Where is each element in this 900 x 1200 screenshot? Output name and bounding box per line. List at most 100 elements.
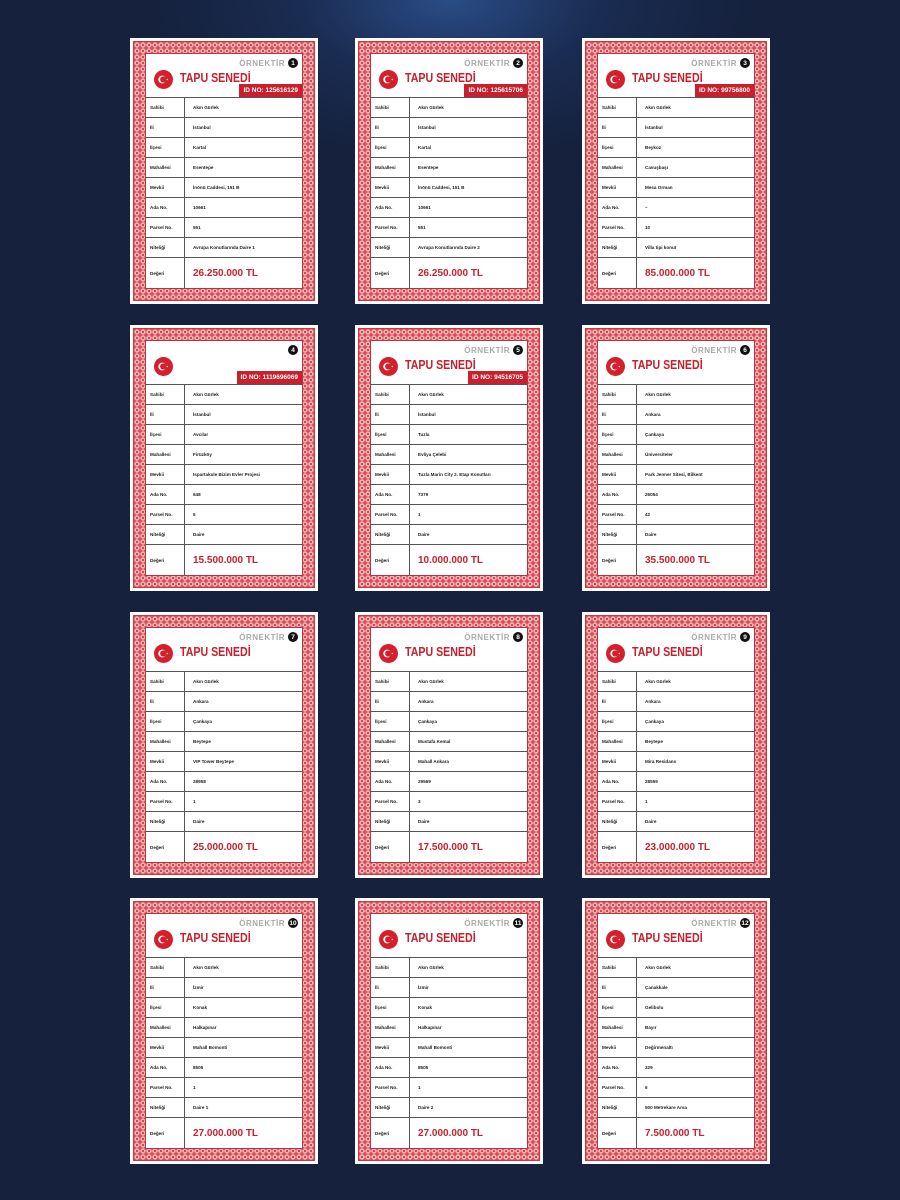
table-row: Mevkii İnönü Caddesi, 151 B [371, 178, 527, 198]
table-row: Ada No. 8505 [371, 1058, 527, 1078]
deed-card[interactable]: ÖRNEKTİR 12 TAPU SENEDİ Sahibi Akın Gürlek İl… [582, 898, 770, 1164]
table-row: Mahallesi Mustafa Kemal [371, 732, 527, 752]
field-label: Mevkii [371, 465, 410, 484]
field-label: İlçesi [371, 138, 410, 157]
table-row: İlçesi Konak [371, 998, 527, 1018]
field-label: Parsel No. [371, 218, 410, 237]
table-row: Mevkii Tuzla Marin City 2. Etap Konutları [371, 465, 527, 485]
deed-card[interactable]: 4 ID NO: 1119696069 Sahibi Akın Gürlek İli İs… [130, 325, 318, 591]
table-row: Sahibi Akın Gürlek [598, 958, 754, 978]
field-value: 1 [645, 799, 648, 804]
field-label: Ada No. [371, 1058, 410, 1077]
table-row: İlçesi Çankaya [371, 712, 527, 732]
field-value: 6 [645, 1085, 648, 1090]
field-label: Ada No. [598, 485, 637, 504]
table-row: Ada No. 648 [146, 485, 302, 505]
table-row: Sahibi Akın Gürlek [146, 672, 302, 692]
table-row: İli Ankara [598, 692, 754, 712]
table-row: Ada No. 28559 [598, 772, 754, 792]
table-row: Ada No. 8505 [146, 1058, 302, 1078]
deed-card[interactable]: ÖRNEKTİR 10 TAPU SENEDİ Sahibi Akın Gürlek İl… [130, 898, 318, 1164]
field-value: Ankara [645, 699, 661, 704]
deed-card[interactable]: ÖRNEKTİR 5 TAPU SENEDİ ID NO: 94516705 Sahib… [355, 325, 543, 591]
field-value: Akın Gürlek [418, 965, 444, 970]
field-label: Mahallesi [146, 1018, 185, 1037]
field-value: Daire [645, 819, 657, 824]
turkish-flag-icon [379, 70, 398, 89]
patterned-border: ÖRNEKTİR 11 TAPU SENEDİ Sahibi Akın Gürlek İl… [358, 901, 540, 1161]
id-badge: ID NO: 125616129 [239, 84, 302, 97]
field-label: Mevkii [146, 465, 185, 484]
watermark-text: ÖRNEKTİR [239, 918, 285, 928]
deed-table: Sahibi Akın Gürlek İli Ankara İlçesi Çankaya M… [598, 384, 754, 575]
id-badge: ID NO: 94516705 [468, 371, 527, 384]
field-value: Daire [418, 532, 430, 537]
table-row: Ada No. 10661 [146, 198, 302, 218]
field-label: Parsel No. [371, 792, 410, 811]
table-row: İli İzmir [146, 978, 302, 998]
field-value: Cavuşbaşı [645, 165, 668, 170]
deed-card[interactable]: ÖRNEKTİR 1 TAPU SENEDİ ID NO: 125616129 Sahi… [130, 38, 318, 304]
card-number-badge: 1 [288, 58, 298, 68]
field-label: Değeri [598, 1118, 637, 1148]
table-row: Parsel No. 1 [146, 792, 302, 812]
field-value: Akın Gürlek [418, 105, 444, 110]
field-value: 1 [418, 1085, 421, 1090]
field-label: Niteliği [371, 1098, 410, 1117]
table-row: İlçesi Çankaya [598, 425, 754, 445]
field-label: Değeri [598, 832, 637, 862]
price-value: 27.000.000 TL [193, 1127, 259, 1139]
id-badge: ID NO: 99756800 [695, 84, 754, 97]
field-label: Sahibi [371, 672, 410, 691]
field-value: Mahall Ankara [418, 759, 449, 764]
price-value: 25.000.000 TL [193, 841, 259, 853]
deed-card[interactable]: ÖRNEKTİR 6 TAPU SENEDİ Sahibi Akın Gürlek İli… [582, 325, 770, 591]
field-value: 648 [193, 492, 201, 497]
field-value: Beykoz [645, 145, 662, 150]
turkish-flag-icon [154, 930, 173, 949]
field-label: Parsel No. [598, 1078, 637, 1097]
field-value: Konak [418, 1005, 433, 1010]
table-row: İli İstanbul [146, 118, 302, 138]
field-value: 42 [645, 512, 651, 517]
deed-card[interactable]: ÖRNEKTİR 3 TAPU SENEDİ ID NO: 99756800 Sahib… [582, 38, 770, 304]
table-row: Mahallesi Halkapınar [371, 1018, 527, 1038]
field-label: Mevkii [598, 1038, 637, 1057]
field-value: – [645, 205, 648, 210]
field-label: Parsel No. [371, 505, 410, 524]
deed-card[interactable]: ÖRNEKTİR 7 TAPU SENEDİ Sahibi Akın Gürlek İli… [130, 612, 318, 878]
field-label: İlçesi [371, 998, 410, 1017]
field-value: Avrupa Konutlarında Daire 2 [418, 245, 480, 250]
table-row: Değeri 15.500.000 TL [146, 545, 302, 575]
deed-card[interactable]: ÖRNEKTİR 2 TAPU SENEDİ ID NO: 125615706 Sahi… [355, 38, 543, 304]
watermark-label: ÖRNEKTİR 8 [464, 632, 523, 642]
deed-body: ÖRNEKTİR 3 TAPU SENEDİ ID NO: 99756800 Sahib… [597, 53, 755, 289]
deed-table: Sahibi Akın Gürlek İli İstanbul İlçesi Kartal… [146, 97, 302, 288]
table-row: Sahibi Akın Gürlek [598, 672, 754, 692]
field-value: İnönü Caddesi, 151 B [418, 185, 465, 190]
card-number-badge: 11 [513, 918, 523, 928]
field-label: Değeri [371, 258, 410, 288]
field-label: İlçesi [371, 712, 410, 731]
table-row: Değeri 85.000.000 TL [598, 258, 754, 288]
deed-card[interactable]: ÖRNEKTİR 9 TAPU SENEDİ Sahibi Akın Gürlek İli… [582, 612, 770, 878]
turkish-flag-icon [154, 70, 173, 89]
field-label: Ada No. [146, 772, 185, 791]
watermark-text: ÖRNEKTİR [691, 345, 737, 355]
field-label: Sahibi [146, 98, 185, 117]
field-value: 29569 [418, 779, 431, 784]
watermark-label: ÖRNEKTİR 7 [239, 632, 298, 642]
card-number-badge: 7 [288, 632, 298, 642]
price-value: 26.250.000 TL [193, 267, 259, 279]
deed-card[interactable]: ÖRNEKTİR 11 TAPU SENEDİ Sahibi Akın Gürlek İl… [355, 898, 543, 1164]
table-row: Sahibi Akın Gürlek [371, 98, 527, 118]
table-row: Parsel No. 5 [146, 505, 302, 525]
field-value: Çankaya [645, 719, 664, 724]
table-row: Sahibi Akın Gürlek [371, 672, 527, 692]
watermark-label: ÖRNEKTİR 5 [464, 345, 523, 355]
field-label: Mevkii [598, 752, 637, 771]
field-label: Sahibi [598, 98, 637, 117]
deed-card[interactable]: ÖRNEKTİR 8 TAPU SENEDİ Sahibi Akın Gürlek İli… [355, 612, 543, 878]
card-number-badge: 8 [513, 632, 523, 642]
field-label: İlçesi [146, 138, 185, 157]
